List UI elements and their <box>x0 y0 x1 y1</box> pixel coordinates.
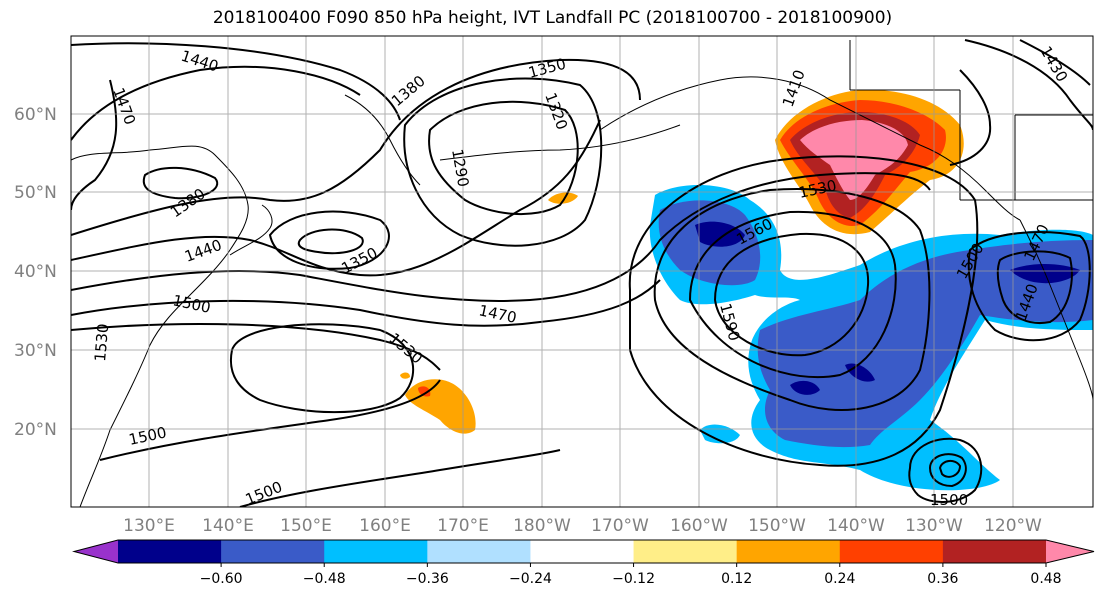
colorbar-tick-label: 0.36 <box>927 571 958 587</box>
contour-line <box>71 79 118 211</box>
graticule <box>71 36 1093 507</box>
lat-label: 30°N <box>14 341 57 361</box>
border-us <box>1014 114 1093 200</box>
contour-line <box>653 188 931 411</box>
positive-region-small <box>548 192 578 204</box>
lat-label: 50°N <box>14 183 57 203</box>
border-canada <box>849 40 1093 201</box>
contour-line <box>268 210 390 270</box>
contour-line <box>403 77 603 247</box>
contour-line <box>996 250 1073 324</box>
lat-label: 60°N <box>14 105 57 125</box>
longitude-labels: 130°E 140°E 150°E 160°E 170°E 180°W 170°… <box>123 516 1042 536</box>
lat-label: 40°N <box>14 262 57 282</box>
colorbar-tick-label: −0.24 <box>509 571 552 587</box>
contour-line <box>967 231 1091 342</box>
latitude-labels: 60°N 50°N 40°N 30°N 20°N <box>14 105 57 440</box>
colorbar-tick-label: −0.60 <box>200 571 243 587</box>
colorbar-segment <box>633 540 738 563</box>
contour-line <box>71 58 641 236</box>
colorbar-segment <box>736 540 841 563</box>
lon-label: 120°W <box>984 516 1042 536</box>
contour-line <box>71 279 661 327</box>
negative-region-core2 <box>790 380 820 395</box>
ivt-positive-fills <box>400 89 964 434</box>
map-title: 2018100400 F090 850 hPa height, IVT Land… <box>212 8 893 28</box>
height-contours <box>71 39 1093 507</box>
lon-label: 160°W <box>670 516 728 536</box>
positive-region-hawaii-red <box>418 386 431 397</box>
contour-line <box>239 449 561 507</box>
colorbar-tick-label: 0.12 <box>721 571 752 587</box>
coastline-japan <box>229 204 273 256</box>
positive-region-alaska-pink <box>800 120 908 200</box>
colorbar-segment <box>942 540 1047 563</box>
coastline-kamchatka <box>344 94 421 186</box>
coastline-alaska <box>599 76 1021 221</box>
lat-label: 20°N <box>14 420 57 440</box>
contour-line <box>1019 39 1091 86</box>
colorbar-tick-label: −0.36 <box>406 571 449 587</box>
lon-label: 140°E <box>202 516 254 536</box>
colorbar: −0.60 −0.48 −0.36 −0.24 −0.12 0.12 0.24 0.36 0.4… <box>72 539 1095 587</box>
colorbar-outline <box>72 539 1095 564</box>
contour-label: 1500 <box>930 491 968 509</box>
positive-region-dot <box>400 372 410 379</box>
colorbar-tick-label: 0.48 <box>1030 571 1061 587</box>
lon-label: 130°E <box>123 516 175 536</box>
contour-line <box>928 453 967 488</box>
lon-label: 150°E <box>280 516 332 536</box>
contour-line <box>71 119 601 277</box>
lon-label: 140°W <box>827 516 885 536</box>
colorbar-segment <box>221 540 325 563</box>
colorbar-segment <box>839 540 944 563</box>
coastline-asia <box>71 145 249 507</box>
colorbar-tick-label: −0.12 <box>612 571 655 587</box>
contour-line <box>628 155 979 467</box>
contour-line <box>938 460 962 478</box>
colorbar-segment <box>118 540 222 563</box>
coastlines <box>71 40 1093 507</box>
contour-line <box>964 39 1093 131</box>
coastline-north-america <box>1019 219 1093 401</box>
contour-line <box>99 379 441 461</box>
colorbar-tick-label: 0.24 <box>824 571 855 587</box>
lon-label: 170°E <box>437 516 489 536</box>
colorbar-tick-label: −0.48 <box>303 571 346 587</box>
lon-label: 180°W <box>513 516 571 536</box>
contour-line <box>71 65 361 141</box>
lon-label: 130°W <box>905 516 963 536</box>
contour-line <box>908 437 983 503</box>
coastline-aleutians <box>439 124 681 161</box>
lon-label: 170°W <box>591 516 649 536</box>
contour-line <box>71 323 441 371</box>
negative-region-core1 <box>695 221 745 247</box>
contour-line <box>949 69 992 166</box>
contour-label: 1530 <box>91 323 112 363</box>
lon-label: 150°W <box>748 516 806 536</box>
contour-line <box>688 210 897 379</box>
contour-line <box>428 100 579 215</box>
colorbar-segment <box>427 540 531 563</box>
lon-label: 160°E <box>359 516 411 536</box>
contour-line <box>71 42 401 121</box>
contour-line <box>297 228 364 255</box>
colorbar-extend-min <box>74 540 118 563</box>
contour-line <box>230 323 414 414</box>
colorbar-segment <box>324 540 428 563</box>
colorbar-segment <box>530 540 635 563</box>
colorbar-extend-max <box>1046 540 1094 563</box>
map-frame <box>70 35 1094 508</box>
